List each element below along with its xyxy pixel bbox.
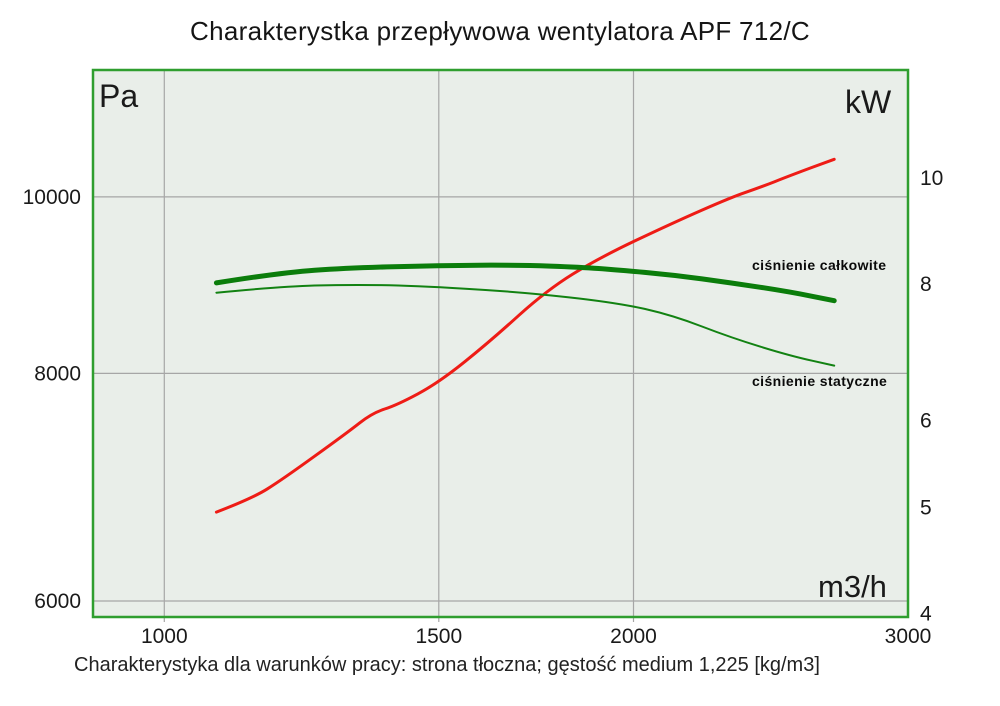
left-axis-unit-label: Pa bbox=[99, 78, 139, 114]
y-right-tick-label: 5 bbox=[920, 496, 932, 519]
x-axis-unit-label: m3/h bbox=[818, 569, 887, 604]
y-left-tick-label: 6000 bbox=[34, 590, 81, 613]
chart-title: Charakterystka przepływowa wentylatora A… bbox=[190, 16, 810, 46]
chart-caption: Charakterystyka dla warunków pracy: stro… bbox=[74, 654, 820, 676]
x-tick-label: 3000 bbox=[885, 625, 932, 648]
x-tick-label: 2000 bbox=[610, 625, 657, 648]
static-pressure-curve bbox=[215, 283, 836, 367]
y-left-tick-label: 10000 bbox=[23, 186, 81, 209]
y-right-tick-label: 4 bbox=[920, 602, 932, 625]
x-tick-label: 1000 bbox=[141, 625, 188, 648]
x-tick-label: 1500 bbox=[415, 625, 462, 648]
total-pressure-curve bbox=[213, 262, 837, 304]
plot-border bbox=[91, 68, 910, 619]
y-right-tick-label: 6 bbox=[920, 410, 932, 433]
static-pressure-curve-label: ciśnienie statyczne bbox=[752, 373, 888, 389]
plot-background bbox=[93, 70, 908, 617]
y-left-tick-label: 8000 bbox=[34, 362, 81, 385]
y-right-tick-label: 10 bbox=[920, 167, 943, 190]
total-pressure-curve-label: ciśnienie całkowite bbox=[752, 257, 887, 273]
y-right-tick-label: 8 bbox=[920, 273, 932, 296]
right-axis-unit-label: kW bbox=[845, 84, 892, 120]
power-curve bbox=[214, 157, 836, 514]
